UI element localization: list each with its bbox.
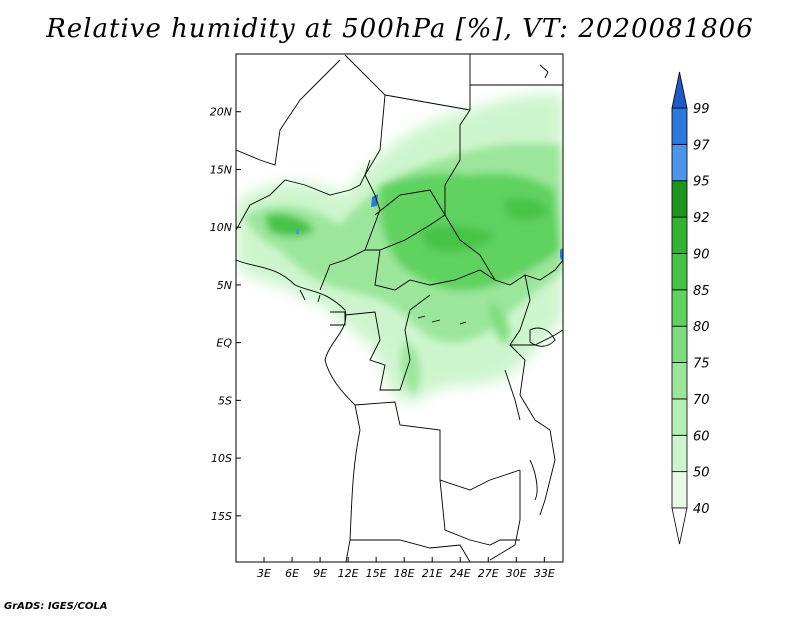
colorbar-label: 60: [693, 429, 710, 444]
lat-tick-label: EQ: [216, 337, 232, 350]
colorbar-label: 90: [693, 247, 710, 262]
colorbar-segment: [671, 398, 688, 436]
lon-tick-label: 15E: [366, 567, 387, 580]
footer-credit: GrADS: IGES/COLA: [4, 601, 108, 612]
map-frame: [235, 53, 564, 563]
colorbar-label: 85: [693, 284, 710, 299]
longitude-axis: 3E 6E 9E 12E 15E 18E 21E 24E 27E 30E 33E: [257, 557, 555, 580]
latitude-axis: 20N 15N 10N 5N EQ 5S 10S 15S: [210, 106, 241, 523]
lon-tick-label: 27E: [478, 567, 499, 580]
colorbar-segment: [671, 216, 688, 254]
lon-tick-label: 12E: [338, 567, 359, 580]
colorbar-label: 97: [693, 138, 710, 153]
colorbar-segment: [671, 107, 688, 145]
humidity-field: [236, 93, 563, 403]
lat-tick-label: 15S: [211, 510, 232, 523]
lat-tick-label: 15N: [210, 163, 232, 176]
colorbar-segment: [671, 325, 688, 363]
lon-tick-label: 18E: [394, 567, 415, 580]
lon-tick-label: 3E: [257, 567, 271, 580]
colorbar-label: 50: [693, 466, 710, 481]
colorbar: 40 50 60 70 75 80 85 90 92 95 97 99: [671, 71, 710, 545]
colorbar-label: 80: [693, 320, 710, 335]
colorbar-segment: [671, 253, 688, 291]
colorbar-label: 95: [693, 175, 710, 190]
colorbar-top-triangle: [671, 71, 688, 109]
colorbar-label: 75: [693, 357, 710, 372]
colorbar-segment: [671, 143, 688, 182]
lat-tick-label: 5N: [217, 279, 232, 292]
lon-tick-label: 9E: [313, 567, 327, 580]
lon-tick-label: 30E: [506, 567, 527, 580]
colorbar-label: 70: [693, 393, 710, 408]
lat-tick-label: 10N: [210, 221, 232, 234]
colorbar-segment: [671, 289, 688, 327]
map-title: Relative humidity at 500hPa [%], VT: 202…: [46, 14, 754, 44]
lon-tick-label: 24E: [450, 567, 471, 580]
lon-tick-label: 33E: [534, 567, 555, 580]
colorbar-label: 99: [693, 102, 710, 117]
colorbar-label: 40: [693, 502, 710, 517]
lat-tick-label: 5S: [218, 394, 232, 407]
high-humidity-patch: [371, 194, 378, 207]
colorbar-segment: [671, 362, 688, 400]
lon-tick-label: 21E: [422, 567, 443, 580]
lat-tick-label: 10S: [211, 452, 232, 465]
colorbar-segment: [671, 471, 688, 509]
lon-tick-label: 6E: [285, 567, 299, 580]
country-borders: [236, 54, 563, 562]
colorbar-segment: [671, 434, 688, 473]
colorbar-label: 92: [693, 211, 710, 226]
colorbar-bottom-triangle: [671, 507, 688, 545]
colorbar-segment: [671, 180, 688, 218]
lat-tick-label: 20N: [210, 106, 232, 119]
